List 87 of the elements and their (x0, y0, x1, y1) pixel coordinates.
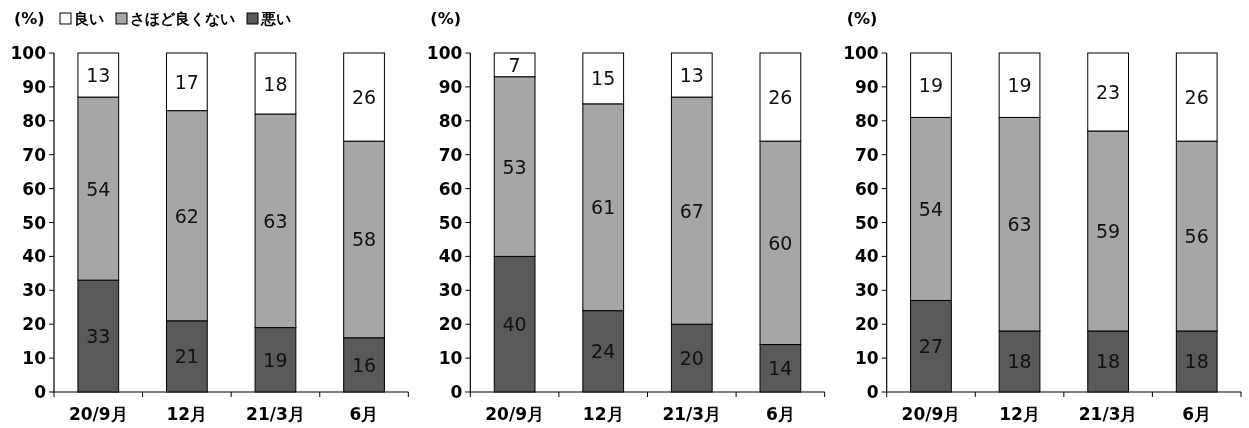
data-label: 62 (174, 204, 199, 227)
data-label: 26 (768, 86, 793, 109)
x-tick-label: 20/9月 (901, 404, 961, 424)
data-label: 18 (263, 72, 288, 95)
data-label: 26 (1184, 86, 1209, 109)
x-tick-label: 12月 (166, 404, 208, 424)
y-axis-title: (%) (846, 9, 878, 28)
y-tick-label: 50 (854, 212, 879, 233)
data-label: 19 (1007, 74, 1032, 97)
y-tick-label: 0 (34, 382, 47, 402)
data-label: 17 (174, 70, 199, 93)
y-tick-label: 90 (22, 76, 47, 97)
data-label: 14 (768, 357, 793, 380)
y-tick-label: 80 (854, 110, 879, 131)
y-tick-label: 0 (866, 382, 879, 402)
y-tick-label: 80 (22, 110, 47, 131)
x-tick-label: 21/3月 (662, 404, 722, 424)
y-tick-label: 40 (854, 246, 879, 267)
legend-label: 悪い (260, 10, 291, 28)
y-tick-label: 40 (438, 246, 463, 267)
legend-label: さほど良くない (130, 10, 235, 28)
y-tick-label: 80 (438, 110, 463, 131)
y-tick-label: 30 (22, 280, 47, 301)
data-label: 63 (263, 209, 288, 232)
data-label: 27 (918, 335, 944, 358)
y-tick-label: 60 (22, 178, 47, 199)
y-tick-label: 60 (854, 178, 879, 199)
x-tick-label: 20/9月 (68, 404, 128, 424)
y-tick-label: 70 (438, 144, 463, 165)
data-label: 33 (86, 325, 111, 348)
y-tick-label: 30 (854, 280, 879, 301)
legend-label: 良い (74, 10, 104, 28)
data-label: 53 (502, 155, 527, 178)
data-label: 61 (591, 196, 616, 219)
y-tick-label: 70 (22, 144, 47, 165)
data-label: 18 (1096, 350, 1121, 373)
data-label: 54 (86, 177, 111, 200)
data-label: 18 (1007, 350, 1032, 373)
y-tick-label: 90 (854, 76, 879, 97)
y-tick-label: 100 (10, 43, 47, 63)
y-tick-label: 40 (22, 246, 47, 267)
data-label: 23 (1096, 80, 1121, 103)
data-label: 56 (1184, 225, 1209, 248)
y-tick-label: 10 (22, 348, 47, 369)
data-label: 60 (768, 231, 793, 254)
data-label: 20 (679, 347, 704, 370)
y-tick-label: 10 (438, 348, 463, 369)
data-label: 26 (351, 86, 377, 109)
data-label: 63 (1007, 213, 1032, 236)
y-tick-label: 50 (438, 212, 463, 233)
y-axis-title: (%) (14, 9, 45, 28)
data-label: 15 (591, 67, 616, 90)
data-label: 19 (918, 74, 944, 97)
y-tick-label: 70 (854, 144, 879, 165)
x-tick-label: 21/3月 (1078, 404, 1138, 424)
data-label: 54 (918, 197, 944, 220)
y-tick-label: 60 (438, 178, 463, 199)
data-label: 13 (86, 64, 111, 87)
data-label: 7 (508, 53, 521, 76)
x-tick-label: 6月 (1182, 404, 1212, 424)
data-label: 59 (1096, 219, 1121, 242)
data-label: 24 (591, 340, 616, 363)
y-tick-label: 20 (438, 314, 463, 335)
y-tick-label: 30 (438, 280, 463, 301)
y-tick-label: 100 (843, 43, 879, 63)
y-tick-label: 20 (22, 314, 47, 335)
y-tick-label: 50 (22, 212, 47, 233)
data-label: 13 (679, 64, 704, 87)
x-tick-label: 21/3月 (246, 404, 305, 424)
x-tick-label: 20/9月 (485, 404, 544, 424)
data-label: 58 (351, 228, 377, 251)
data-label: 19 (263, 348, 288, 371)
y-axis-title: (%) (430, 9, 461, 28)
y-tick-label: 90 (438, 76, 463, 97)
y-tick-label: 20 (854, 314, 879, 335)
data-label: 16 (351, 353, 377, 376)
data-label: 67 (679, 199, 704, 222)
x-tick-label: 12月 (582, 404, 624, 424)
x-tick-label: 12月 (999, 404, 1040, 424)
y-tick-label: 0 (450, 382, 463, 402)
data-label: 18 (1184, 350, 1209, 373)
x-tick-label: 6月 (349, 404, 379, 424)
x-tick-label: 6月 (765, 404, 795, 424)
y-tick-label: 10 (854, 348, 879, 369)
y-tick-label: 100 (426, 43, 463, 63)
data-label: 21 (174, 345, 199, 368)
data-label: 40 (502, 313, 527, 336)
